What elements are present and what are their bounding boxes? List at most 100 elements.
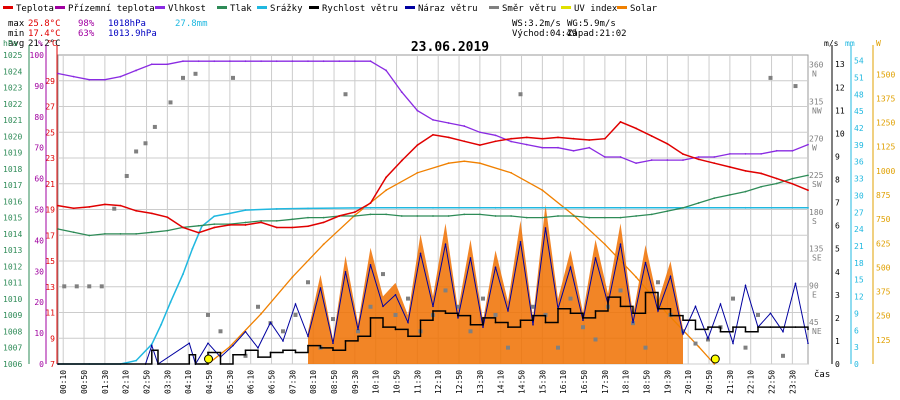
x-tick-label-0: 00:10: [59, 370, 68, 394]
temp-tick-11: 29: [45, 77, 55, 86]
humidity-point-48: [807, 143, 809, 146]
pressure-point-3: [103, 232, 106, 235]
stat-min-label: min: [8, 29, 24, 39]
x-tick-label-7: 04:50: [205, 370, 214, 394]
wind-speed-point-44: [682, 319, 684, 321]
wind-gust-point-37: [594, 257, 597, 259]
wind-gust-point-41: [644, 261, 647, 264]
ms-tick-11: 11: [835, 106, 845, 115]
x-tick-label-6: 04:10: [184, 370, 193, 394]
wind-direction-mark-3: [99, 284, 104, 289]
legend-swatch-0: [3, 6, 13, 9]
wind-direction-mark-42: [581, 325, 585, 330]
wind-direction-mark-16: [256, 304, 260, 309]
stat-max-temp: 25.8°C: [28, 19, 61, 29]
solar-point-17: [697, 345, 700, 348]
wind-direction-mark-6: [134, 149, 139, 154]
wind-gust-point-28: [482, 326, 484, 328]
humidity-point-20: [369, 60, 372, 63]
wind-speed-point-54: [807, 328, 809, 331]
wind-direction-mark-37: [518, 92, 523, 97]
wind-speed-point-4: [188, 353, 191, 356]
wind-direction-mark-35: [493, 312, 498, 317]
wind-speed-point-34: [557, 307, 559, 310]
rain-point-3: [135, 359, 138, 362]
pressure-point-34: [588, 216, 591, 219]
humidity-point-18: [338, 60, 341, 63]
wind-speed-point-8: [232, 353, 234, 356]
w-axis-unit: W: [876, 39, 881, 48]
solar-point-1: [228, 345, 231, 348]
legend-label-0: Teplota: [16, 4, 54, 14]
wind-gust-point-27: [469, 257, 472, 259]
legend-swatch-8: [561, 6, 571, 9]
humidity-point-27: [478, 131, 481, 134]
stat-ws: WS:3.2m/s: [512, 19, 561, 29]
x-tick-label-28: 18:50: [643, 370, 652, 394]
stat-min-temp: 17.4°C: [28, 29, 61, 39]
wind-speed-point-37: [594, 310, 597, 312]
wind-speed-point-41: [644, 291, 647, 294]
x-tick-label-17: 11:30: [413, 370, 422, 394]
w-tick-12: 1500: [876, 70, 895, 79]
wind-gust-point-8: [232, 344, 234, 347]
temperature-point-40: [682, 153, 684, 156]
pressure-point-45: [760, 185, 763, 188]
stat-max-press: 1018hPa: [108, 19, 146, 29]
temperature-point-25: [447, 136, 450, 139]
wind-speed-point-6: [207, 351, 209, 354]
pressure-point-24: [432, 215, 434, 217]
pressure-point-9: [197, 224, 200, 227]
wind-speed-point-27: [469, 323, 472, 326]
wind-direction-mark-23: [343, 92, 348, 97]
pressure-point-44: [744, 190, 747, 193]
legend-label-2: Vlhkost: [168, 4, 206, 14]
wind-speed-line: [58, 291, 809, 365]
pct-tick-16: 80: [34, 113, 44, 122]
wind-direction-mark-14: [231, 75, 235, 80]
mm-tick-2: 6: [854, 326, 859, 335]
temperature-point-17: [322, 221, 325, 224]
x-tick-label-12: 08:10: [309, 370, 318, 394]
pressure-point-31: [541, 216, 544, 219]
humidity-point-38: [650, 159, 653, 161]
temperature-point-44: [744, 169, 747, 172]
solar-point-3: [291, 276, 294, 278]
humidity-point-16: [307, 60, 309, 63]
temperature-point-27: [478, 144, 481, 147]
pressure-point-37: [635, 215, 638, 217]
temperature-point-33: [572, 137, 575, 140]
wind-speed-point-16: [332, 349, 334, 351]
humidity-point-4: [119, 75, 122, 78]
wind-speed-point-30: [507, 326, 509, 328]
ms-tick-0: 0: [835, 360, 840, 369]
solar-point-6: [385, 189, 388, 192]
wind-speed-point-33: [544, 321, 547, 324]
pressure-point-35: [603, 216, 606, 219]
wind-speed-point-15: [319, 347, 322, 349]
hpa-axis-unit: hPa: [3, 39, 18, 48]
pct-axis-unit: %: [38, 39, 43, 48]
ms-tick-8: 8: [835, 176, 840, 185]
wind-speed-point-7: [219, 363, 222, 365]
legend-swatch-2: [155, 6, 165, 9]
pressure-point-25: [447, 215, 450, 217]
humidity-point-32: [557, 146, 559, 149]
wind-speed-point-24: [432, 310, 434, 312]
ms-tick-7: 7: [835, 199, 840, 208]
temperature-point-26: [463, 140, 466, 143]
rain-point-18: [557, 206, 559, 209]
temperature-point-47: [791, 182, 794, 185]
stat-min-press: 1013.9hPa: [108, 29, 157, 39]
temperature-point-39: [666, 142, 669, 145]
hpa-tick-3: 1009: [3, 311, 22, 320]
wind-gust-point-31: [519, 240, 522, 243]
pressure-point-0: [57, 228, 59, 230]
pressure-point-46: [775, 182, 778, 185]
humidity-point-43: [728, 152, 731, 155]
wind-gust-point-45: [694, 305, 697, 308]
wind-direction-mark-32: [456, 304, 460, 309]
x-tick-label-24: 16:10: [559, 370, 568, 394]
temp-tick-5: 17: [45, 231, 55, 240]
wind-gust-point-20: [382, 305, 384, 308]
